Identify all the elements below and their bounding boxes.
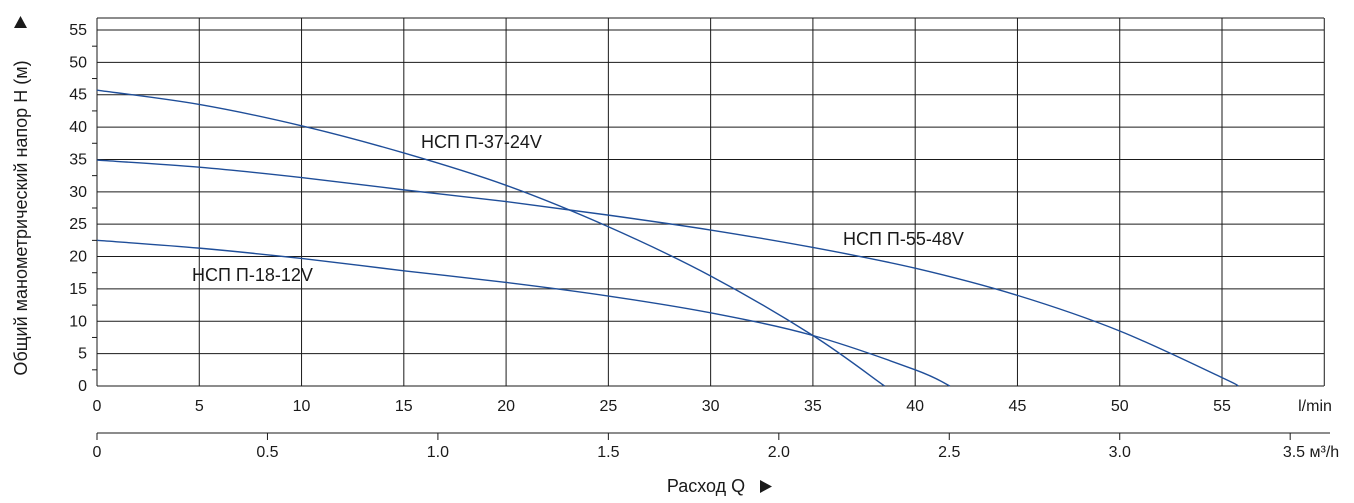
- x-axis-arrow-icon: [760, 480, 772, 493]
- y-tick-label: 25: [69, 216, 87, 233]
- y-tick-label: 0: [78, 378, 87, 395]
- curves: [96, 89, 1239, 387]
- x-tick-label: 30: [702, 398, 720, 415]
- x-tick-label: 45: [1009, 398, 1027, 415]
- labels: НСП П-37-24V НСП П-55-48V НСП П-18-12V: [192, 132, 964, 285]
- x-unit-label: l/min: [1298, 398, 1332, 415]
- y-tick-label: 30: [69, 184, 87, 201]
- x-tick-label: 20: [497, 398, 515, 415]
- x2-tick-label: 1.0: [427, 444, 449, 461]
- y-axis-arrow-icon: [14, 16, 27, 28]
- y-tick-label: 20: [69, 249, 87, 266]
- series-curve-3: [96, 239, 951, 387]
- y-tick-label: 55: [69, 22, 87, 39]
- x2-tick-label: 0: [93, 444, 102, 461]
- x2-unit-label: 3.5 м³/h: [1283, 444, 1339, 461]
- x2-tick-label: 1.5: [597, 444, 619, 461]
- x-tick-label: 40: [906, 398, 924, 415]
- y-tick-label: 50: [69, 54, 87, 71]
- x-tick-label: 25: [599, 398, 617, 415]
- y-tick-label: 35: [69, 151, 87, 168]
- y-tick-label: 40: [69, 119, 87, 136]
- series-label-55-48v: НСП П-55-48V: [843, 229, 964, 249]
- x-tick-label: 35: [804, 398, 822, 415]
- x-tick-label: 5: [195, 398, 204, 415]
- grid: [96, 17, 1325, 387]
- y-tick-label: 10: [69, 313, 87, 330]
- series-curve-1: [96, 89, 885, 387]
- x-tick-label: 15: [395, 398, 413, 415]
- x2-tick-label: 0.5: [256, 444, 278, 461]
- x-tick-label: 50: [1111, 398, 1129, 415]
- y-tick-label: 5: [78, 346, 87, 363]
- axes: 0 5 10 15 20 25 30 35 40 45 50 55 0 5 10 15 20 25 30 35 40 45…: [11, 16, 1339, 496]
- x-tick-label: 0: [93, 398, 102, 415]
- y-tick-label: 45: [69, 87, 87, 104]
- x2-tick-label: 2.0: [768, 444, 790, 461]
- series-label-18-12v: НСП П-18-12V: [192, 265, 313, 285]
- series-label-37-24v: НСП П-37-24V: [421, 132, 542, 152]
- x2-tick-label: 3.0: [1109, 444, 1131, 461]
- x-tick-label: 55: [1213, 398, 1231, 415]
- y-tick-label: 15: [69, 281, 87, 298]
- series-curve-2: [96, 159, 1239, 387]
- y-axis-title: Общий манометрический напор H (м): [11, 60, 31, 375]
- x2-tick-label: 2.5: [938, 444, 960, 461]
- x-tick-label: 10: [293, 398, 311, 415]
- x-axis-title: Расход Q: [667, 476, 745, 496]
